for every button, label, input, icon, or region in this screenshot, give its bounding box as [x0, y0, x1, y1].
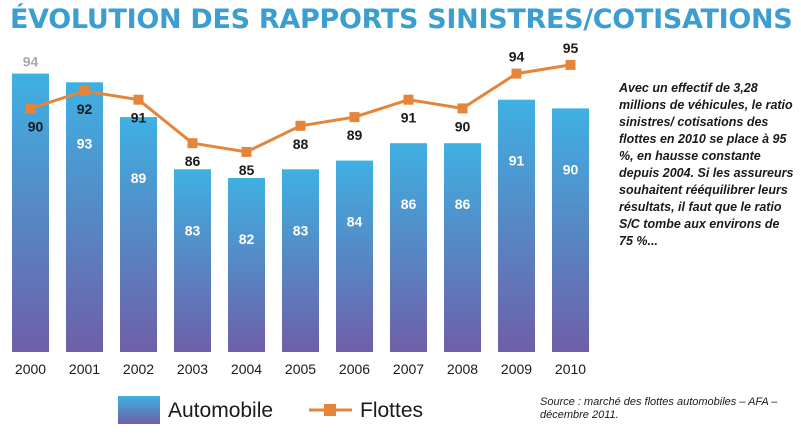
label-flottes-2002: 91: [131, 110, 147, 126]
point-flottes-2010: [565, 59, 576, 70]
label-flottes-2004: 85: [239, 162, 255, 178]
legend-label-flottes: Flottes: [360, 399, 423, 422]
x-tick-2000: 2000: [15, 361, 46, 377]
bar-automobile-2005: [282, 169, 319, 352]
label-automobile-2001: 93: [77, 135, 93, 151]
label-flottes-2007: 91: [401, 110, 417, 126]
x-tick-2002: 2002: [123, 361, 154, 377]
point-flottes-2008: [457, 103, 468, 114]
bar-automobile-2004: [228, 178, 265, 352]
label-automobile-2002: 89: [131, 170, 147, 186]
x-tick-2008: 2008: [447, 361, 478, 377]
flottes-line: [25, 59, 576, 157]
bar-automobile-2010: [552, 108, 589, 353]
legend-swatch-automobile: [118, 396, 160, 424]
x-tick-2004: 2004: [231, 361, 262, 377]
label-automobile-2007: 86: [401, 196, 417, 212]
point-flottes-2002: [133, 94, 144, 105]
label-flottes-2003: 86: [185, 153, 201, 169]
label-flottes-2005: 88: [293, 136, 309, 152]
x-tick-2009: 2009: [501, 361, 532, 377]
label-automobile-2006: 84: [347, 214, 363, 230]
x-tick-2006: 2006: [339, 361, 370, 377]
bar-automobile-2003: [174, 169, 211, 352]
x-tick-2005: 2005: [285, 361, 316, 377]
point-flottes-2004: [241, 146, 252, 157]
point-flottes-2001: [79, 86, 90, 96]
label-automobile-2004: 82: [239, 231, 255, 247]
label-flottes-2006: 89: [347, 127, 363, 143]
point-flottes-2005: [295, 120, 306, 131]
bar-automobile-2009: [498, 99, 535, 352]
label-flottes-2008: 90: [455, 118, 471, 134]
bar-automobile-2001: [66, 82, 103, 353]
point-flottes-2007: [403, 94, 414, 105]
legend-label-automobile: Automobile: [168, 399, 273, 422]
label-flottes-2009: 94: [509, 49, 525, 65]
bar-automobile-2000: [12, 73, 49, 352]
x-axis-ticks: 2000 2001 2002 2003 2004 2005 2006 2007 2008 2009…: [15, 361, 586, 377]
label-automobile-2009: 91: [509, 153, 525, 169]
label-automobile-2008: 86: [455, 196, 471, 212]
bar-automobile-2002: [120, 117, 157, 352]
x-tick-2001: 2001: [69, 361, 100, 377]
x-tick-2003: 2003: [177, 361, 208, 377]
source-note: Source : marché des flottes automobiles …: [540, 396, 778, 421]
bar-automobile-2008: [444, 143, 481, 352]
page-title: ÉVOLUTION DES RAPPORTS SINISTRES/COTISAT…: [10, 4, 793, 35]
label-automobile-2005: 83: [293, 222, 309, 238]
data-labels: 94 93 89 83 82 83 84 86 86 91 90 90 92 91 86 85 88 89 91 90…: [23, 40, 579, 247]
automobile-bars: [12, 73, 589, 353]
label-automobile-2003: 83: [185, 222, 201, 238]
label-automobile-2010: 90: [563, 161, 579, 177]
label-automobile-2000: 94: [23, 54, 39, 70]
label-flottes-2000: 90: [28, 118, 44, 134]
point-flottes-2006: [349, 112, 360, 123]
x-tick-2010: 2010: [555, 361, 586, 377]
annotation-text: Avec un effectif de 3,28 millions de véh…: [619, 81, 794, 248]
legend: Automobile Flottes: [118, 396, 423, 424]
bar-automobile-2006: [336, 160, 373, 352]
bar-automobile-2007: [390, 143, 427, 352]
legend-marker-flottes: [324, 404, 336, 416]
point-flottes-2003: [187, 138, 198, 149]
point-flottes-2000: [25, 103, 36, 114]
label-flottes-2010: 95: [563, 40, 579, 56]
x-tick-2007: 2007: [393, 361, 424, 377]
label-flottes-2001: 92: [77, 101, 93, 117]
point-flottes-2009: [511, 68, 522, 79]
